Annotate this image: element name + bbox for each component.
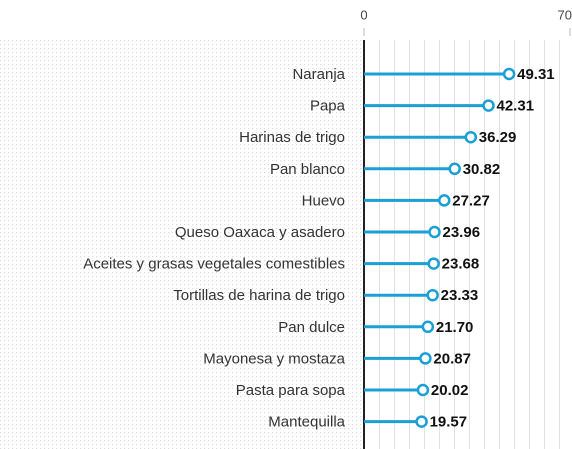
category-label: Huevo bbox=[302, 192, 345, 209]
value-label: 23.68 bbox=[442, 256, 480, 273]
dot bbox=[421, 320, 435, 334]
category-label: Papa bbox=[310, 98, 346, 115]
dot bbox=[482, 99, 495, 112]
category-label: Harinas de trigo bbox=[239, 129, 345, 146]
dot bbox=[427, 257, 440, 270]
grid-pattern bbox=[364, 40, 572, 449]
value-label: 19.57 bbox=[430, 414, 468, 431]
category-label: Pasta para sopa bbox=[236, 382, 346, 399]
dot bbox=[416, 383, 430, 397]
value-label: 20.02 bbox=[431, 382, 469, 399]
category-label: Aceites y grasas vegetales comestibles bbox=[83, 256, 345, 273]
category-label: Pan blanco bbox=[270, 161, 345, 178]
dot bbox=[438, 194, 451, 207]
dot bbox=[415, 415, 428, 428]
value-label: 36.29 bbox=[479, 129, 517, 146]
dot bbox=[464, 130, 478, 144]
dot bbox=[426, 288, 439, 302]
value-label: 49.31 bbox=[517, 66, 555, 83]
dot bbox=[502, 67, 516, 81]
value-label: 30.82 bbox=[463, 161, 501, 178]
x-tick-label: 0 bbox=[360, 7, 367, 22]
category-label: Mayonesa y mostaza bbox=[203, 350, 345, 367]
category-label: Tortillas de harina de trigo bbox=[173, 287, 345, 304]
value-label: 21.70 bbox=[436, 319, 474, 336]
value-label: 27.27 bbox=[452, 192, 490, 209]
dot bbox=[428, 225, 441, 239]
category-label: Pan dulce bbox=[278, 319, 345, 336]
category-label: Naranja bbox=[292, 66, 345, 83]
value-label: 23.96 bbox=[443, 224, 481, 241]
dot bbox=[448, 162, 461, 176]
value-label: 23.33 bbox=[441, 287, 479, 304]
background-pattern bbox=[0, 40, 364, 449]
dot bbox=[419, 352, 432, 365]
value-label: 20.87 bbox=[433, 350, 471, 367]
x-tick-label: 70 bbox=[558, 7, 572, 22]
value-label: 42.31 bbox=[497, 98, 535, 115]
category-label: Queso Oaxaca y asadero bbox=[175, 224, 345, 241]
category-label: Mantequilla bbox=[268, 414, 345, 431]
